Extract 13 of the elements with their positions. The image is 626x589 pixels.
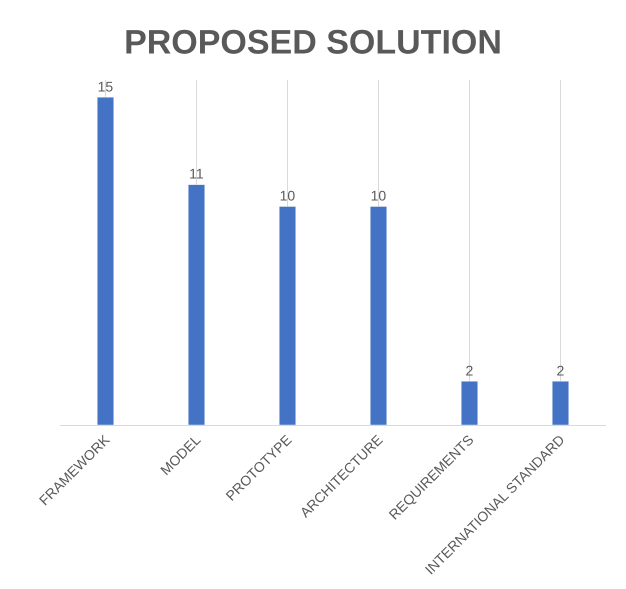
bar bbox=[188, 184, 205, 425]
bar bbox=[279, 206, 296, 425]
bar bbox=[97, 97, 114, 425]
bar bbox=[461, 381, 478, 425]
data-label: 15 bbox=[98, 78, 114, 94]
data-label: 2 bbox=[466, 362, 474, 378]
chart-title: PROPOSED SOLUTION bbox=[124, 23, 502, 62]
bar bbox=[370, 206, 387, 425]
data-label: 2 bbox=[556, 362, 564, 378]
data-label: 10 bbox=[370, 188, 386, 204]
data-label: 11 bbox=[189, 166, 204, 182]
data-label: 10 bbox=[280, 188, 296, 204]
bar bbox=[552, 381, 569, 425]
